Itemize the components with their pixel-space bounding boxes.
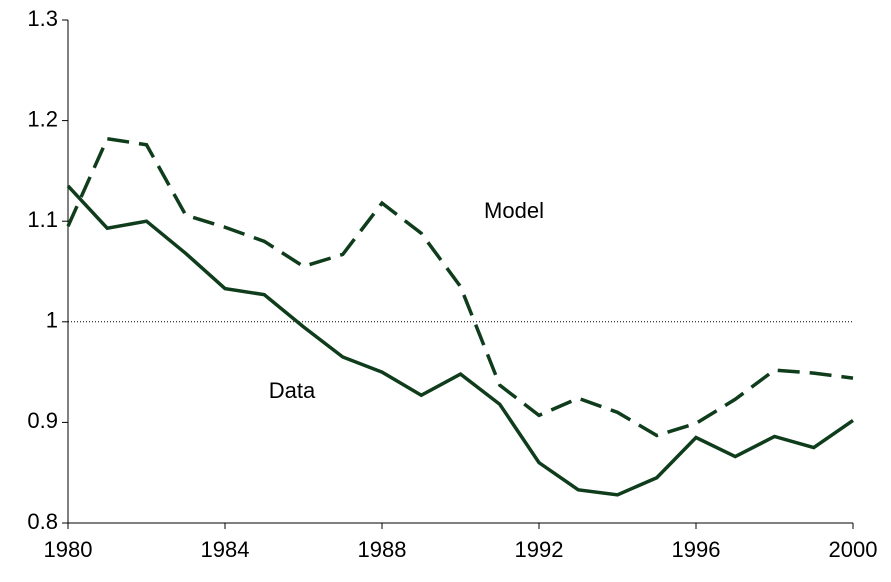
x-tick-label: 1996 xyxy=(672,537,721,562)
y-tick-label: 1.2 xyxy=(27,106,58,131)
x-tick-label: 2000 xyxy=(829,537,878,562)
data-line xyxy=(66,136,854,438)
y-tick-label: 1 xyxy=(46,308,58,333)
x-tick-label: 1984 xyxy=(201,537,250,562)
series-annotation: Data xyxy=(269,378,316,403)
y-tick-label: 0.9 xyxy=(27,408,58,433)
y-tick-label: 1.1 xyxy=(27,207,58,232)
series-annotation: Model xyxy=(484,198,544,223)
y-tick-label: 0.8 xyxy=(27,509,58,534)
x-tick-label: 1980 xyxy=(44,537,93,562)
x-tick-label: 1992 xyxy=(515,537,564,562)
y-tick-label: 1.3 xyxy=(27,6,58,31)
data-line xyxy=(66,184,854,497)
x-tick-label: 1988 xyxy=(358,537,407,562)
